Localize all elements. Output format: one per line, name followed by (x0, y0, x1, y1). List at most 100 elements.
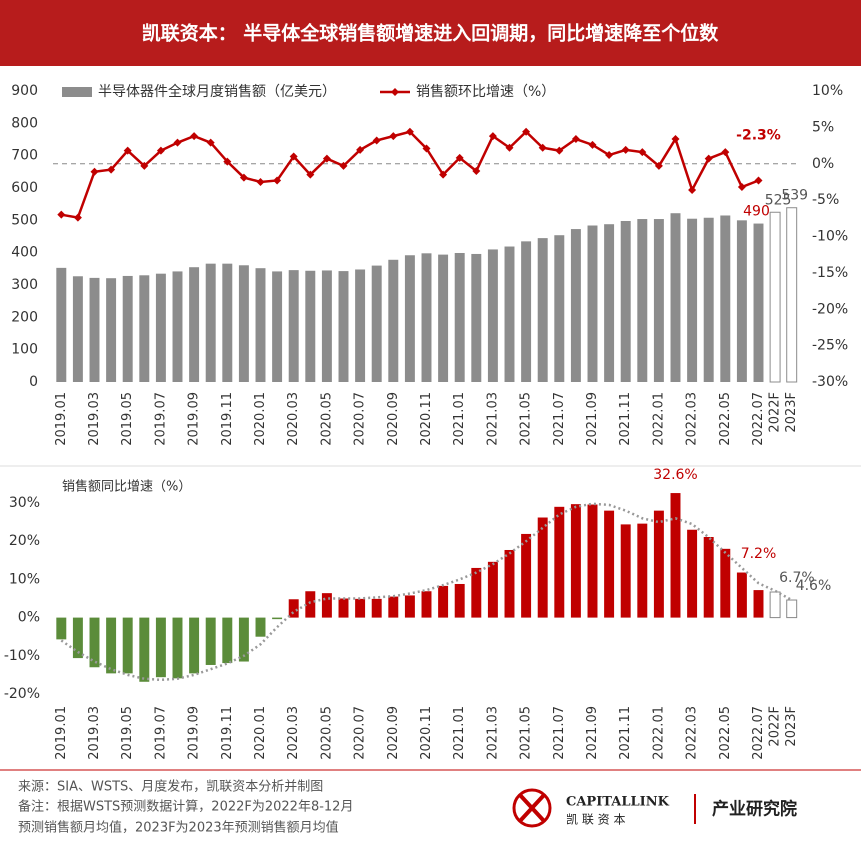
bar (604, 510, 615, 618)
x-tick-label: 2022.03 (685, 392, 700, 446)
y-tick-label: 300 (11, 277, 38, 293)
marker (140, 161, 149, 170)
x-tick-label: 2021.05 (519, 392, 534, 446)
bar (769, 591, 781, 619)
page-title: 凯联资本： 半导体全球销售额增速进入回调期，同比增速降至个位数 (142, 22, 720, 45)
brand: CAPITALLINK (566, 795, 670, 810)
bar (637, 523, 648, 618)
bar (56, 617, 67, 640)
data-label: 32.6% (653, 467, 697, 483)
marker (472, 167, 481, 176)
bar (122, 617, 133, 674)
logo (512, 788, 552, 828)
bar (155, 273, 166, 382)
bar (620, 524, 631, 618)
marker (273, 176, 282, 185)
marker (621, 145, 630, 154)
bar (355, 598, 366, 618)
y-tick-label: 20% (9, 533, 40, 549)
bar (106, 278, 117, 382)
y-tick-label: -20% (4, 686, 40, 702)
x-tick-label: 2023F (784, 706, 799, 747)
marker (522, 127, 531, 136)
bar (72, 617, 83, 659)
bar (454, 252, 465, 382)
x-tick-label: 2019.07 (153, 706, 168, 760)
bar (471, 567, 482, 618)
bar (753, 223, 764, 382)
bar (321, 593, 332, 618)
bar (604, 224, 615, 382)
x-tick-label: 2021.09 (585, 392, 600, 446)
marker (389, 132, 398, 141)
marker (455, 153, 464, 162)
bar (371, 598, 382, 618)
logo-icon (512, 788, 552, 828)
x-tick-label: 2022.05 (718, 706, 733, 760)
line (61, 130, 759, 219)
y-tick-label: 0% (18, 610, 40, 626)
bar (305, 591, 316, 618)
bar (189, 617, 200, 674)
bar (388, 596, 399, 618)
x-tick-label: 2020.03 (286, 706, 301, 760)
y-tick-label: 400 (11, 245, 38, 261)
bar (521, 241, 532, 382)
marker (422, 144, 431, 153)
x-tick-label: 2022.07 (751, 706, 766, 760)
bar (769, 211, 781, 383)
x-tick-label: 2022F (768, 706, 783, 747)
bar (570, 229, 581, 382)
bar (687, 218, 698, 382)
bar (653, 510, 664, 618)
y-tick-label: 200 (11, 309, 38, 325)
marker (190, 132, 199, 141)
x-tick-label: 2020.05 (319, 706, 334, 760)
x-tick-label: 2020.05 (319, 392, 334, 446)
bar (106, 617, 117, 674)
marker (306, 170, 315, 179)
y-tick-label: -5% (812, 192, 839, 208)
bar (421, 253, 432, 382)
marker (571, 135, 580, 144)
y-tick-label: 900 (11, 83, 38, 99)
x-tick-label: 2022.03 (685, 706, 700, 760)
institute: 产业研究院 (712, 799, 797, 820)
bar (89, 617, 100, 668)
x-tick-label: 2019.09 (187, 706, 202, 760)
x-tick-label: 2020.07 (353, 392, 368, 446)
marker (538, 143, 547, 152)
bar (56, 267, 67, 382)
y-tick-label: 500 (11, 212, 38, 228)
bar (122, 275, 133, 382)
bar (687, 529, 698, 618)
bar (537, 238, 548, 382)
bar (172, 271, 183, 382)
data-label: 539 (781, 188, 808, 204)
y-tick-label: -10% (812, 229, 848, 245)
marker (555, 146, 564, 155)
y-tick-label: -15% (812, 265, 848, 281)
brand-cn: 凯 联 资 本 (566, 813, 625, 827)
bar (421, 591, 432, 618)
legend-swatch (391, 88, 399, 96)
x-tick-label: 2019.03 (87, 392, 102, 446)
data-label: 4.6% (796, 578, 832, 594)
legend-label: 半导体器件全球月度销售额（亿美元） (98, 83, 336, 100)
bar (653, 219, 664, 382)
marker (372, 136, 381, 145)
x-tick-label: 2019.01 (54, 706, 69, 760)
marker (356, 145, 365, 154)
bar (504, 246, 515, 382)
x-tick-label: 2022.01 (651, 706, 666, 760)
bar (786, 599, 798, 619)
x-tick-label: 2022.05 (718, 392, 733, 446)
bar (620, 220, 631, 382)
data-label: 525 (765, 192, 792, 208)
bar (222, 263, 233, 382)
marker (107, 165, 116, 174)
x-tick-label: 2021.07 (552, 706, 567, 760)
trend-line (60, 502, 793, 682)
